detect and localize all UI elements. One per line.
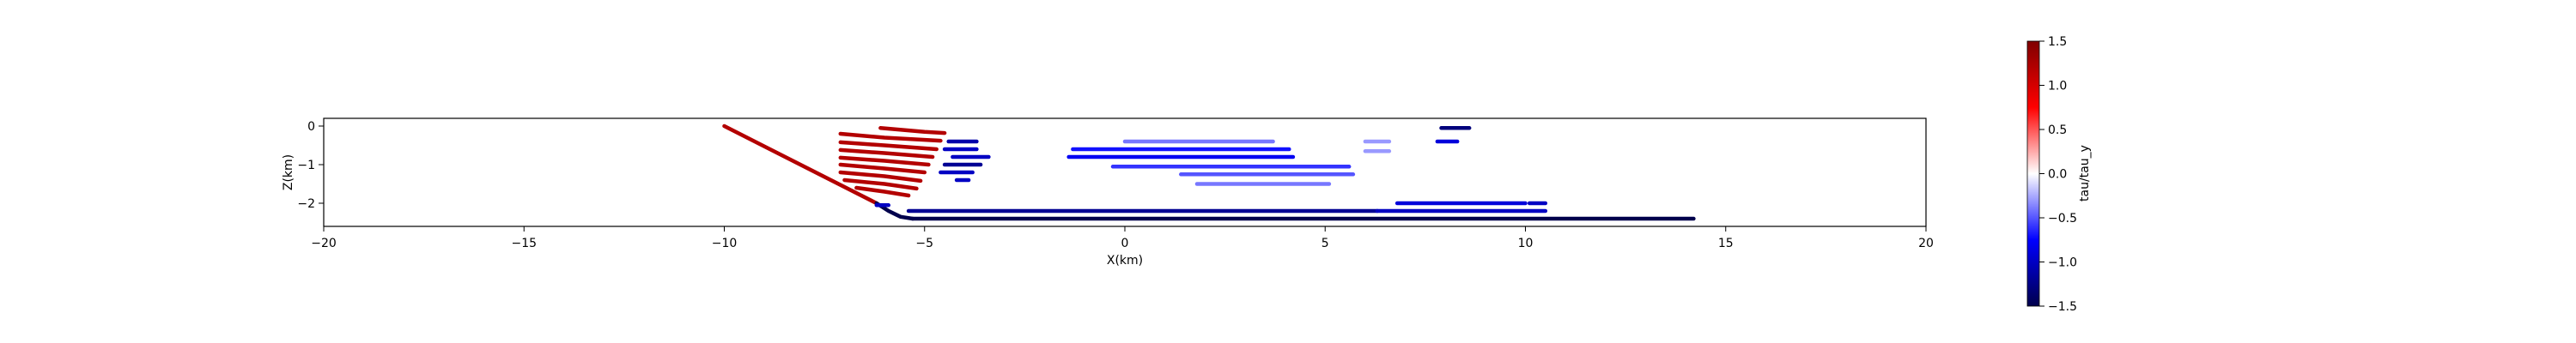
- x-tick-label: −10: [712, 237, 738, 250]
- y-axis-ticks: 0 −1 −2: [297, 120, 324, 211]
- x-tick-label: 10: [1518, 237, 1534, 250]
- y-tick-label: −1: [297, 159, 315, 172]
- colorbar-label: tau/tau_y: [2078, 145, 2092, 202]
- colorbar-tick-label: 0.0: [2048, 168, 2067, 182]
- x-tick-label: −5: [915, 237, 933, 250]
- plot-frame: [323, 117, 1927, 227]
- x-axis-label: X(km): [1107, 254, 1143, 268]
- y-axis-label: Z(km): [282, 154, 295, 190]
- fault-segment: [838, 140, 939, 152]
- colorbar-tick-label: 1.0: [2048, 80, 2067, 93]
- fault-segment: [838, 131, 943, 143]
- fault-segment: [838, 162, 927, 175]
- x-tick-label: 15: [1718, 237, 1734, 250]
- x-tick-label: 0: [1121, 237, 1129, 250]
- y-tick-label: 0: [307, 120, 315, 134]
- fault-segment: [842, 178, 919, 191]
- fault-segment: [838, 170, 923, 184]
- x-tick-label: −15: [511, 237, 537, 250]
- colorbar-tick-label: −1.5: [2048, 300, 2077, 314]
- y-tick-label: −2: [297, 197, 315, 211]
- fault-segment: [854, 185, 911, 198]
- x-axis-ticks: −20 −15 −10 −5 0 5 10 15 20: [311, 226, 1934, 250]
- fault-segment: [878, 126, 947, 135]
- x-tick-label: 5: [1321, 237, 1329, 250]
- colorbar-ticks: 1.5 1.0 0.5 0.0 −0.5 −1.0 −1.5: [2039, 35, 2077, 314]
- plot-series: [722, 123, 1696, 221]
- fault-segment: [838, 147, 935, 159]
- colorbar-tick-label: 1.5: [2048, 35, 2067, 49]
- colorbar-tick-label: 0.5: [2048, 123, 2067, 137]
- x-tick-label: −20: [311, 237, 337, 250]
- fault-segment: [838, 155, 931, 167]
- colorbar: [2026, 40, 2040, 307]
- colorbar-tick-label: −1.0: [2048, 256, 2077, 270]
- colorbar-tick-label: −0.5: [2048, 212, 2077, 226]
- fault-segment: [722, 123, 879, 206]
- x-tick-label: 20: [1918, 237, 1934, 250]
